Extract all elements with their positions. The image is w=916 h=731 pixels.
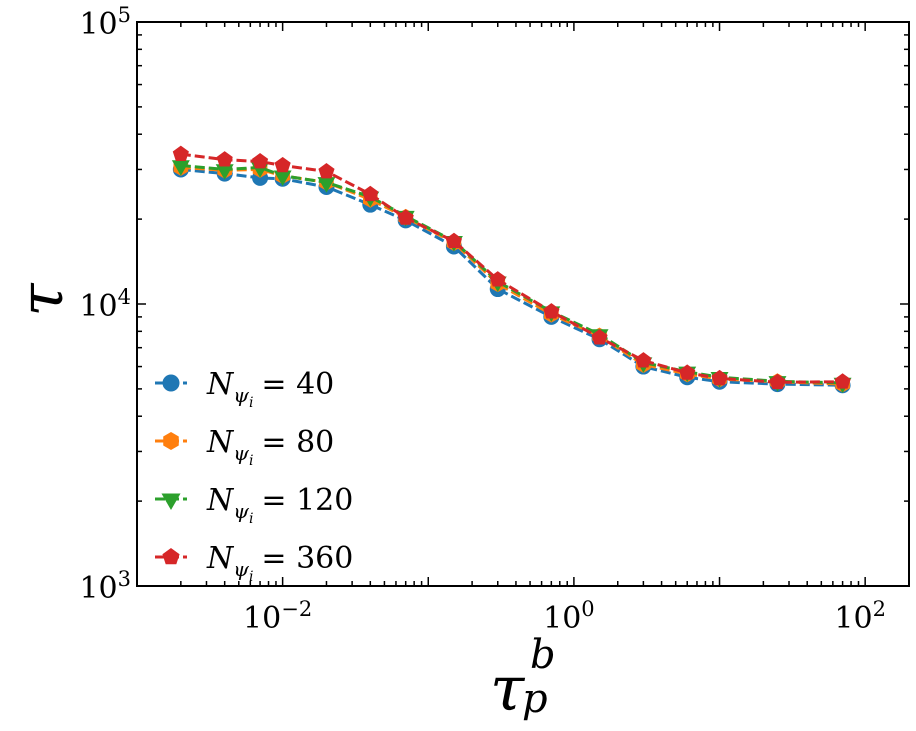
legend: Nψi= 40 Nψi= 80 Nψi= 120 Nψi= 360 [155,367,353,585]
series-line [180,152,843,384]
series-2 [171,160,852,394]
x-axis-label-sub: p [522,676,548,722]
x-axis-label-main: τ [490,652,526,725]
legend-entry: Nψi= 360 [155,541,353,585]
data-point [769,373,786,390]
legend-label: Nψi= 80 [206,425,334,469]
y-tick-label: 103 [79,567,131,606]
legend-label: Nψi= 120 [206,483,353,527]
data-point [362,185,379,202]
data-point [445,232,462,249]
axis-ticks [136,21,910,587]
y-axis-label: τ [7,283,77,317]
series-layer [171,145,852,394]
y-tick-label: 105 [79,3,131,42]
data-point [711,369,728,386]
data-point [489,271,506,287]
data-point [318,163,335,179]
series-1 [173,158,850,393]
series-line [180,165,843,386]
x-tick-label: 102 [834,597,886,636]
series-line [180,167,843,387]
data-point [397,209,414,225]
legend-label: Nψi= 360 [206,541,353,585]
data-point [543,303,560,319]
data-point [216,151,233,167]
x-axis-label-sup: b [530,632,556,678]
data-point [591,329,608,345]
data-point [172,145,189,161]
legend-marker [163,432,179,450]
series-3 [172,145,851,390]
series-0 [172,161,851,394]
y-tick-label: 104 [79,285,131,324]
x-tick-label: 10−2 [243,597,312,636]
series-line [180,163,843,385]
legend-marker [162,547,180,565]
legend-marker [161,493,181,511]
x-axis-label: τ b p [490,632,556,725]
data-point [679,364,696,380]
plot-frame [136,21,910,587]
data-point [274,156,291,173]
legend-entry: Nψi= 40 [155,367,334,411]
legend-entry: Nψi= 80 [155,425,334,469]
legend-marker [162,374,180,392]
data-point [635,352,652,368]
data-point [251,153,269,169]
plot-area [136,21,910,587]
legend-entry: Nψi= 120 [155,483,353,527]
x-tick-label: 100 [543,597,595,636]
data-point [834,373,851,389]
legend-label: Nψi= 40 [206,367,334,411]
tick-labels: 10−2 100 102 103 104 105 [79,3,886,636]
